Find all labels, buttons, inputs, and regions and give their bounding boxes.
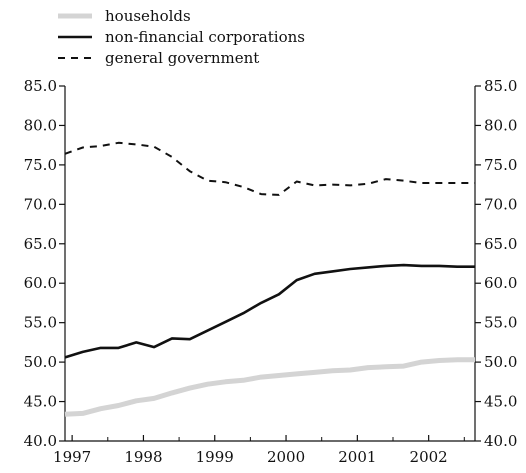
y-tick-label-right: 60.0 — [484, 274, 517, 292]
y-tick-label-right: 50.0 — [484, 353, 517, 371]
y-tick-label-left: 55.0 — [24, 314, 57, 332]
legend-label-non-financial-corporations: non-financial corporations — [105, 28, 305, 46]
series-line-general-government — [64, 141, 475, 196]
y-tick-label-left: 60.0 — [24, 274, 57, 292]
y-tick-label-left: 80.0 — [24, 116, 57, 134]
x-tick-label: 1998 — [124, 448, 162, 466]
y-tick-label-left: 45.0 — [24, 393, 57, 411]
legend-label-households: households — [105, 7, 191, 25]
series-line-households — [64, 357, 475, 417]
y-tick-label-left: 75.0 — [24, 156, 57, 174]
legend: households non-financial corporations gene… — [58, 7, 305, 67]
y-tick-label-right: 65.0 — [484, 235, 517, 253]
series-line-non-financial-corporations — [64, 263, 475, 359]
y-tick-label-right: 40.0 — [484, 432, 517, 450]
series-layer — [64, 141, 475, 417]
axes: 40.0 40.0 45.0 45.0 50.0 50.0 55.0 55.0 60.0 60.0… — [24, 77, 518, 466]
y-tick-label-right: 80.0 — [484, 116, 517, 134]
x-tick-label: 2002 — [410, 448, 448, 466]
y-tick-label-left: 50.0 — [24, 353, 57, 371]
x-tick-label: 2000 — [267, 448, 305, 466]
y-tick-label-left: 65.0 — [24, 235, 57, 253]
y-tick-label-left: 85.0 — [24, 77, 57, 95]
x-tick-label: 1997 — [53, 448, 91, 466]
y-tick-label-left: 40.0 — [24, 432, 57, 450]
y-tick-label-right: 70.0 — [484, 195, 517, 213]
x-tick-label: 2001 — [338, 448, 376, 466]
legend-label-general-government: general government — [105, 49, 259, 67]
y-tick-label-right: 75.0 — [484, 156, 517, 174]
y-tick-label-right: 55.0 — [484, 314, 517, 332]
x-tick-label: 1999 — [196, 448, 234, 466]
y-tick-label-right: 45.0 — [484, 393, 517, 411]
y-tick-label-left: 70.0 — [24, 195, 57, 213]
y-tick-label-right: 85.0 — [484, 77, 517, 95]
